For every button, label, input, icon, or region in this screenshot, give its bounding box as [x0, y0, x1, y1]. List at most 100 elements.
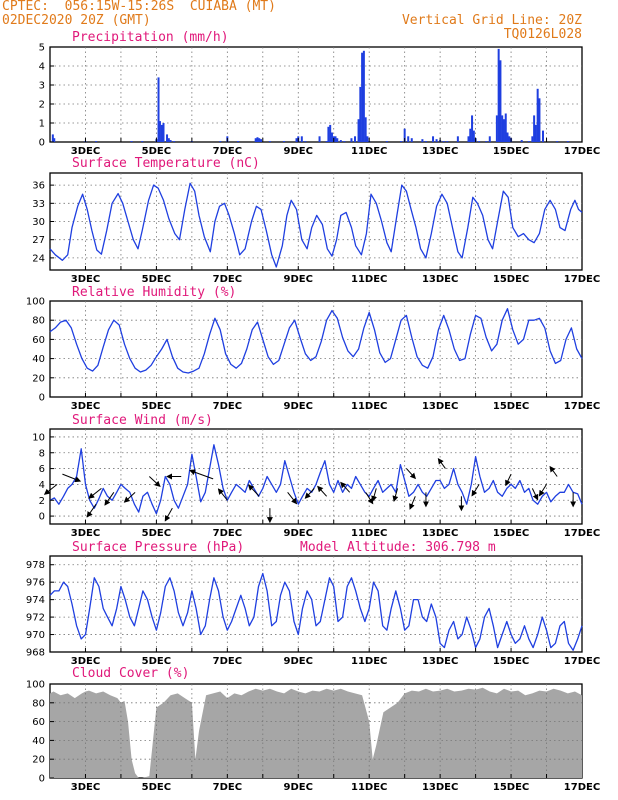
series-line — [49, 572, 583, 651]
precipitation-grid — [50, 47, 582, 142]
wind-arrow — [406, 468, 416, 480]
cloud-cover-x-ticks: 3DEC 5DEC 7DEC 9DEC 11DEC 13DEC 15DEC 17DEC — [71, 774, 600, 793]
model-altitude-label: Model Altitude: 306.798 m — [300, 540, 496, 555]
precip-bar — [53, 138, 56, 142]
series-line — [49, 444, 583, 515]
humidity-frame — [49, 300, 583, 398]
x-tick-label: 13DEC — [422, 528, 458, 539]
precip-bar — [536, 88, 539, 142]
precip-bar — [167, 138, 170, 142]
temperature-y-ticks: 24 27 30 33 36 — [32, 181, 54, 264]
y-tick-label: 2 — [39, 496, 45, 507]
x-tick-label: 9DEC — [284, 656, 313, 667]
y-tick-label: 6 — [39, 464, 45, 475]
precip-bar — [424, 141, 427, 142]
wind-arrow — [217, 488, 228, 501]
precip-bar — [343, 141, 346, 142]
x-tick-label: 7DEC — [213, 401, 242, 412]
precip-bar — [478, 141, 481, 142]
temperature-title: Surface Temperature (nC) — [72, 156, 260, 171]
pressure-y-ticks: 968 970 972 974 976 978 — [26, 560, 54, 659]
x-tick-label: 11DEC — [351, 146, 387, 157]
precip-bar — [130, 141, 133, 142]
y-tick-label: 40 — [32, 736, 45, 747]
x-tick-label: 5DEC — [142, 782, 171, 793]
precip-bar — [400, 141, 403, 142]
precip-bar — [158, 121, 161, 142]
y-tick-label: 36 — [32, 181, 45, 192]
wind-direction-arrows — [43, 457, 577, 524]
cloud-cover-grid — [50, 684, 582, 778]
precip-bar — [541, 130, 544, 142]
x-tick-label: 7DEC — [213, 528, 242, 539]
wind-arrow — [505, 473, 512, 487]
precip-bar — [520, 140, 523, 142]
y-tick-label: 3 — [39, 81, 45, 92]
precip-bar — [169, 140, 172, 142]
precip-bar — [254, 138, 257, 142]
precip-bar — [527, 141, 530, 142]
precip-bar — [501, 115, 504, 142]
x-tick-label: 3DEC — [71, 274, 100, 285]
precip-bar — [336, 138, 339, 142]
precip-bar — [472, 130, 475, 142]
x-tick-label: 3DEC — [71, 401, 100, 412]
precip-bar — [403, 128, 406, 142]
cloud-cover-panel: 0 20 40 60 80 100 3DEC 5DEC 7DEC 9DEC 11DEC 13DEC 1… — [26, 666, 600, 793]
humidity-y-ticks: 0 20 40 60 80 100 — [26, 297, 54, 404]
header-grid-line: Vertical Grid Line: 20Z — [401, 13, 582, 28]
x-tick-label: 3DEC — [71, 782, 100, 793]
y-tick-label: 0 — [39, 393, 45, 404]
y-tick-label: 1 — [39, 119, 45, 130]
precip-bar — [446, 141, 449, 142]
wind-arrow — [392, 488, 399, 502]
x-tick-label: 15DEC — [493, 274, 529, 285]
pressure-panel: 968 970 972 974 976 978 3DEC 5DEC 7DEC 9DEC 11DEC… — [26, 540, 600, 667]
cloud-cover-title: Cloud Cover (%) — [72, 666, 189, 681]
y-tick-label: 27 — [32, 235, 45, 246]
precip-bar — [330, 132, 333, 142]
precip-bar — [304, 141, 307, 142]
wind-arrow — [409, 496, 416, 510]
precip-bar — [533, 115, 536, 142]
x-tick-label: 11DEC — [351, 274, 387, 285]
precipitation-title: Precipitation (mm/h) — [72, 30, 229, 45]
wind-arrow — [88, 487, 102, 499]
humidity-grid — [50, 301, 582, 397]
x-tick-label: 11DEC — [351, 656, 387, 667]
y-tick-label: 33 — [32, 199, 45, 210]
pressure-frame — [49, 555, 583, 653]
precip-bar — [566, 141, 569, 142]
precip-bar — [506, 132, 509, 142]
precipitation-frame — [49, 46, 583, 143]
x-tick-label: 17DEC — [564, 401, 600, 412]
precip-bar — [504, 113, 507, 142]
x-tick-label: 9DEC — [284, 274, 313, 285]
precip-bar — [366, 136, 369, 142]
x-tick-label: 11DEC — [351, 401, 387, 412]
x-tick-label: 7DEC — [213, 656, 242, 667]
y-tick-label: 100 — [26, 297, 45, 308]
wind-arrow — [86, 503, 97, 518]
precip-bar — [495, 115, 498, 142]
x-tick-label: 9DEC — [284, 401, 313, 412]
precip-bar — [268, 141, 271, 142]
precip-bar — [173, 141, 176, 142]
x-tick-label: 5DEC — [142, 274, 171, 285]
wind-arrow — [247, 484, 260, 497]
wind-grid — [50, 429, 582, 524]
precip-bar — [236, 141, 239, 142]
precip-bar — [334, 136, 337, 142]
precip-bar — [456, 136, 459, 142]
precip-bar — [362, 50, 365, 142]
y-tick-label: 5 — [39, 43, 45, 54]
precip-bar — [354, 136, 357, 142]
x-tick-label: 3DEC — [71, 656, 100, 667]
temperature-panel: 24 27 30 33 36 3DEC 5DEC 7DEC 9DEC 11DEC 13DEC 15D… — [32, 156, 600, 285]
pressure-title: Surface Pressure (hPa) — [72, 540, 244, 555]
precip-bar — [95, 141, 98, 142]
y-tick-label: 4 — [39, 62, 45, 73]
precipitation-bars — [51, 48, 569, 143]
precip-bar — [471, 115, 474, 142]
precip-bar — [295, 138, 298, 142]
